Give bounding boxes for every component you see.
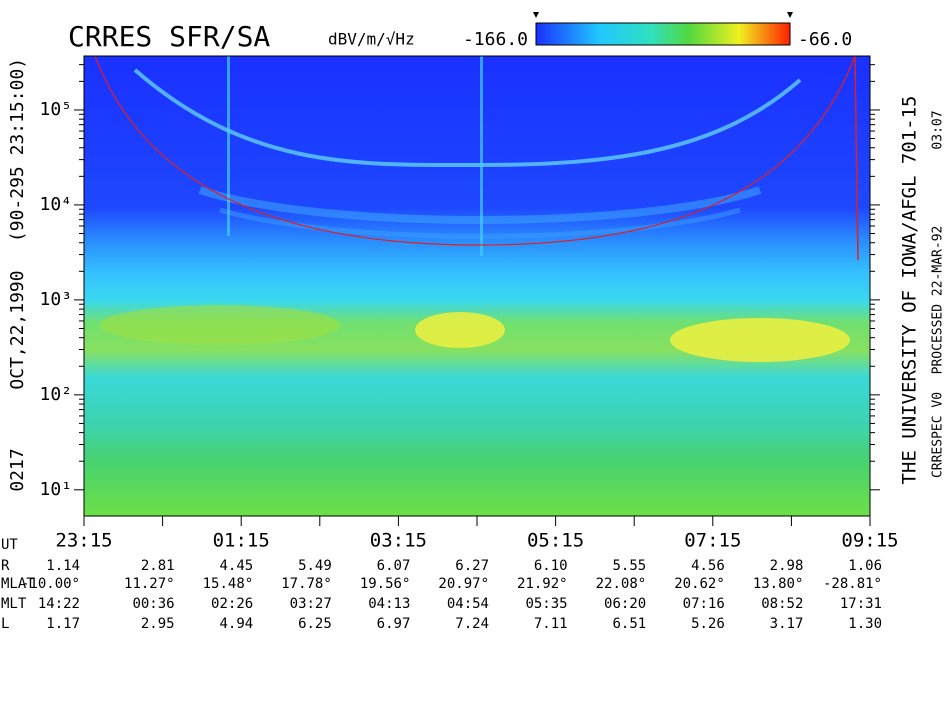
x-tick-label: 07:15 [684,530,741,552]
ephemeris-value: 1.14 [46,558,80,574]
ephemeris-value: 6.27 [455,558,489,574]
ephemeris-value: 2.81 [141,558,175,574]
ephemeris-value: 14:22 [38,596,80,612]
ephemeris-value: 19.56° [360,576,411,592]
colorbar-label: dBV/m/√Hz [328,30,415,49]
ephemeris-value: 5.49 [298,558,332,574]
y-tick-label: 10² [39,384,72,405]
ephemeris-value: 6.97 [377,616,411,632]
ephemeris-value: 05:35 [525,596,567,612]
y-tick-label: 10¹ [39,479,72,500]
ephemeris-value: 1.17 [46,616,80,632]
colorbar-marker [533,12,539,18]
x-tick-label: 03:15 [370,530,427,552]
ephemeris-value: 20.62° [674,576,725,592]
colorbar-tick-label: -166.0 [463,29,528,50]
ephemeris-label: MLT [1,596,27,612]
ephemeris-value: 5.55 [612,558,646,574]
x-tick-label: 01:15 [213,530,270,552]
ephemeris-value: 6.07 [377,558,411,574]
ephemeris-value: 6.51 [612,616,646,632]
ephemeris-value: 02:26 [211,596,253,612]
left-label: 0217 [7,448,28,491]
ephemeris-value: 5.26 [691,616,725,632]
x-tick-label: 09:15 [841,530,898,552]
right-label: PROCESSED 22-MAR-92 [931,226,945,375]
ephemeris-value: 17:31 [840,596,882,612]
ephemeris-value: 06:20 [604,596,646,612]
ephemeris-value: 3.17 [770,616,804,632]
spectrogram-image [84,55,870,516]
ephemeris-value: 21.92° [517,576,568,592]
ephemeris-value: 08:52 [761,596,803,612]
y-tick-label: 10³ [39,289,72,310]
right-label: 03:07 [931,110,945,149]
ephemeris-value: 4.45 [219,558,253,574]
ephemeris-value: 7.11 [534,616,568,632]
ephemeris-label: R [1,558,10,574]
ephemeris-value: 7.24 [455,616,489,632]
ephemeris-value: 1.30 [848,616,882,632]
ephemeris-value: 17.78° [281,576,332,592]
right-label: CRRESPEC V0 [931,392,945,478]
ephemeris-value: 22.08° [596,576,647,592]
ephemeris-value: 11.27° [124,576,175,592]
ephemeris-value: 00:36 [132,596,174,612]
ephemeris-label: UT [1,537,18,553]
ephemeris-value: 2.98 [770,558,804,574]
right-label: THE UNIVERSITY OF IOWA/AFGL 701-15 [899,96,921,485]
ephemeris-value: 6.25 [298,616,332,632]
colorbar [535,22,791,46]
x-tick-label: 05:15 [527,530,584,552]
ephemeris-value: -10.00° [21,576,80,592]
ephemeris-value: 15.48° [203,576,254,592]
colorbar-marker [787,12,793,18]
left-label: (90-295 23:15:00) [7,58,28,242]
ephemeris-label: L [1,616,9,632]
chart-title: CRRES SFR/SA [68,20,270,53]
ephemeris-value: -28.81° [823,576,882,592]
x-tick-label: 23:15 [55,530,112,552]
colorbar-tick-label: -66.0 [798,29,852,50]
ephemeris-value: 20.97° [438,576,489,592]
ephemeris-label: MLAT [1,576,35,592]
ephemeris-value: 13.80° [753,576,804,592]
ephemeris-value: 4.56 [691,558,725,574]
ephemeris-value: 04:54 [447,596,489,612]
left-label: OCT,22,1990 [7,270,28,389]
ephemeris-value: 2.95 [141,616,175,632]
y-tick-label: 10⁵ [39,99,72,120]
ephemeris-value: 07:16 [683,596,725,612]
ephemeris-value: 6.10 [534,558,568,574]
y-tick-label: 10⁴ [39,194,72,215]
ephemeris-value: 4.94 [219,616,253,632]
ephemeris-value: 1.06 [848,558,882,574]
ephemeris-value: 04:13 [368,596,410,612]
ephemeris-value: 03:27 [290,596,332,612]
